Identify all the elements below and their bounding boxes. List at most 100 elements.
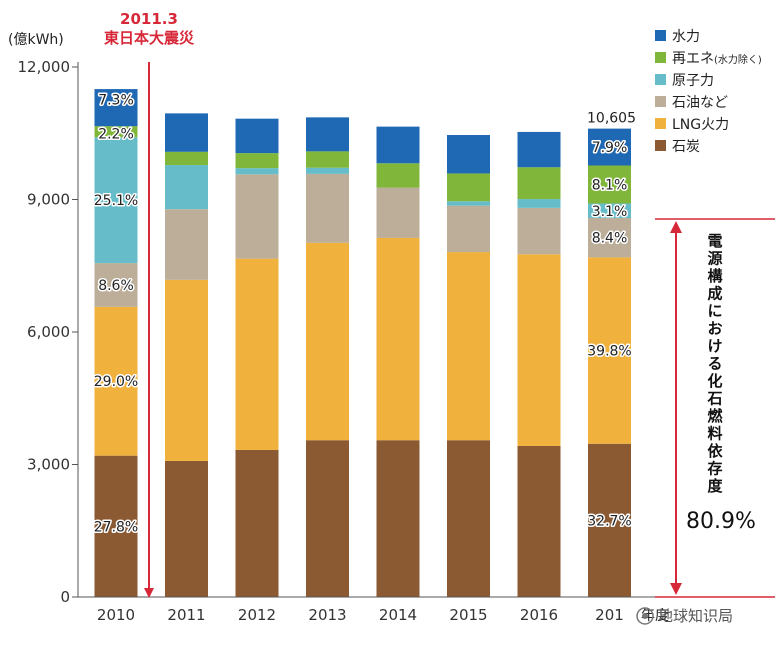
bar-segment-nuclear	[517, 199, 561, 208]
x-tick-label-2011: 2011	[167, 606, 205, 624]
bar-segment-oil	[376, 187, 420, 238]
bar-segment-lng	[235, 258, 279, 450]
y-tick-label: 0	[60, 588, 70, 606]
bar-segment-coal	[447, 440, 490, 597]
x-tick-label-2012: 2012	[238, 606, 276, 624]
y-tick-label: 9,000	[27, 191, 70, 209]
y-tick-label: 3,000	[27, 456, 70, 474]
bar-segment-renewables	[588, 165, 631, 204]
legend-label-hydro: 水力	[672, 29, 700, 45]
data-label-2017-oil: 8.4%	[592, 231, 628, 247]
bar-stack-2015	[447, 135, 490, 597]
bar-segment-renewables	[447, 173, 490, 202]
bar-stack-2013	[306, 117, 349, 597]
bar-segment-hydro	[447, 135, 490, 174]
bar-stack-2014	[376, 126, 420, 597]
data-label-2010-lng: 29.0%	[94, 374, 138, 390]
fossil-share-value: 80.9%	[686, 509, 756, 534]
bar-segment-renewables	[306, 151, 349, 168]
total-label-2017: 10,605	[587, 111, 636, 127]
x-tick-label-2016: 2016	[520, 606, 558, 624]
event-name-label: 東日本大震災	[104, 29, 195, 47]
bar-segment-oil	[94, 263, 138, 307]
data-label-2010-renewables: 2.2%	[98, 127, 134, 143]
bar-segment-renewables	[235, 153, 279, 169]
bar-segment-hydro	[165, 113, 208, 152]
watermark-icon	[636, 607, 654, 625]
bar-segment-nuclear	[165, 165, 208, 210]
bar-segment-hydro	[588, 128, 631, 166]
legend-swatch-lng	[655, 118, 666, 129]
legend-label-renewables: 再エネ(水力除く)	[672, 51, 762, 67]
bar-segment-coal	[165, 460, 208, 597]
bar-segment-hydro	[306, 117, 349, 152]
bracket-arrowhead-up	[670, 221, 682, 233]
watermark: 地球知识局	[636, 607, 733, 625]
data-label-2017-renewables: 8.1%	[592, 177, 628, 193]
legend-label-oil: 石油など	[672, 95, 728, 111]
bar-segment-coal	[588, 443, 631, 597]
bar-segment-lng	[447, 252, 490, 441]
bar-segment-coal	[306, 440, 349, 597]
data-label-2017-nuclear: 3.1%	[592, 204, 628, 220]
bar-segment-oil	[447, 205, 490, 253]
fossil-share-label: 電源構成における化石燃料依存度	[706, 232, 723, 495]
bar-stack-2012	[235, 118, 279, 597]
bar-segment-coal	[94, 455, 138, 597]
bar-segment-renewables	[94, 126, 138, 138]
legend-swatch-renewables	[655, 52, 666, 63]
bar-segment-oil	[306, 173, 349, 243]
bar-segment-coal	[376, 440, 420, 597]
bar-segment-nuclear	[306, 167, 349, 174]
bar-segment-coal	[517, 445, 561, 597]
bar-segment-hydro	[376, 126, 420, 164]
bar-segment-lng	[165, 279, 208, 461]
data-label-2010-hydro: 7.3%	[98, 93, 134, 109]
event-year-label: 2011.3	[120, 10, 178, 28]
bar-stack-2011	[165, 113, 208, 597]
bar-stack-2017	[588, 128, 631, 597]
event-marker-arrowhead	[144, 588, 154, 598]
data-label-2010-coal: 27.8%	[94, 519, 138, 535]
bar-segment-oil	[165, 209, 208, 280]
legend-swatch-nuclear	[655, 74, 666, 85]
bar-segment-lng	[517, 254, 561, 446]
x-tick-label-2017: 201	[595, 606, 624, 624]
bar-segment-renewables	[517, 167, 561, 200]
x-tick-label-2013: 2013	[308, 606, 346, 624]
bar-stack-2010	[94, 89, 138, 597]
data-label-2010-oil: 8.6%	[98, 278, 134, 294]
legend-swatch-hydro	[655, 30, 666, 41]
legend-label-nuclear: 原子力	[672, 73, 714, 89]
bar-segment-nuclear	[588, 203, 631, 219]
legend-label-lng: LNG火力	[672, 117, 729, 133]
bar-segment-lng	[588, 257, 631, 444]
x-tick-label-2014: 2014	[379, 606, 417, 624]
bar-segment-hydro	[94, 89, 138, 127]
bar-segment-hydro	[517, 131, 561, 168]
data-label-2010-nuclear: 25.1%	[94, 193, 138, 209]
bar-segment-hydro	[235, 118, 279, 154]
x-tick-label-2010: 2010	[97, 606, 135, 624]
x-tick-label-2015: 2015	[449, 606, 487, 624]
watermark-icon-dot	[642, 613, 648, 619]
bar-segment-lng	[94, 306, 138, 456]
data-label-2017-hydro: 7.9%	[592, 140, 628, 156]
bar-segment-lng	[376, 237, 420, 441]
x-axis-unit-label: 年度	[641, 608, 669, 624]
bar-segment-nuclear	[94, 137, 138, 264]
y-tick-label: 6,000	[27, 323, 70, 341]
watermark-text: 地球知识局	[658, 607, 733, 625]
data-label-2017-lng: 39.8%	[587, 344, 631, 360]
y-tick-label: 12,000	[18, 58, 71, 76]
bar-segment-renewables	[376, 163, 420, 188]
bar-segment-oil	[517, 207, 561, 255]
bracket-arrowhead-down	[670, 583, 682, 595]
legend-swatch-coal	[655, 140, 666, 151]
bar-segment-coal	[235, 449, 279, 597]
bar-segment-nuclear	[235, 168, 279, 175]
bar-segment-oil	[235, 174, 279, 259]
data-label-2017-coal: 32.7%	[587, 513, 631, 529]
